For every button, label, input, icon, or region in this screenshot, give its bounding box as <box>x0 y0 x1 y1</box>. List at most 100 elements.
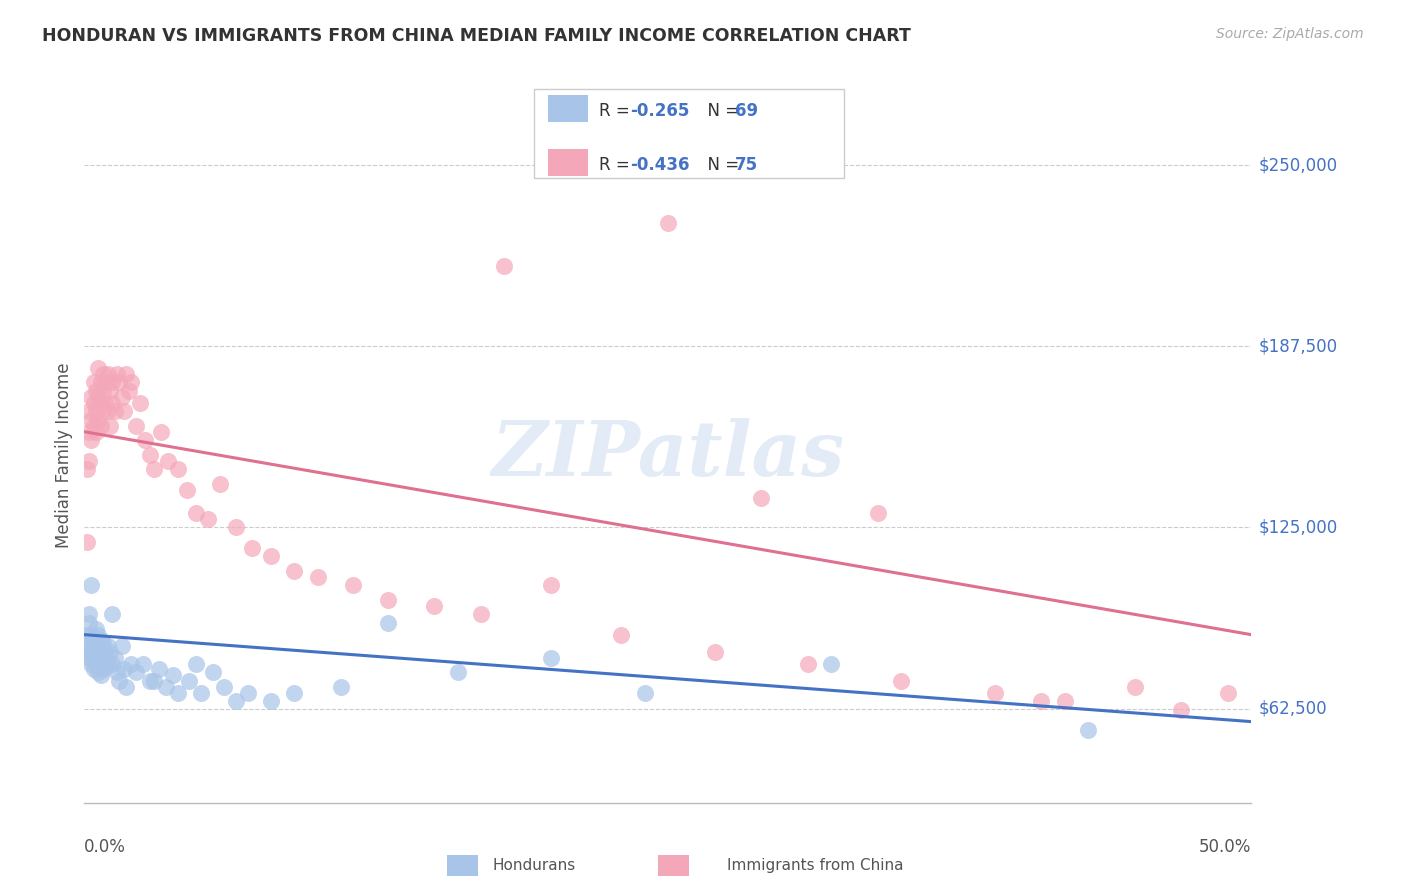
Point <box>87 390 110 404</box>
Text: ZIPatlas: ZIPatlas <box>491 418 845 491</box>
Point <box>80 639 103 653</box>
Point <box>260 549 283 564</box>
Point <box>820 657 842 671</box>
Point <box>1077 723 1099 738</box>
Text: Hondurans: Hondurans <box>492 858 576 872</box>
Point <box>983 685 1005 699</box>
Text: -0.436: -0.436 <box>630 156 689 174</box>
Point <box>143 674 166 689</box>
Point <box>115 367 138 381</box>
Point <box>307 570 329 584</box>
Point <box>83 395 105 409</box>
Point <box>166 685 188 699</box>
Point <box>98 645 121 659</box>
Point <box>83 642 105 657</box>
Point <box>148 662 170 676</box>
Point <box>83 418 105 433</box>
Point <box>494 260 516 274</box>
Point <box>105 665 128 680</box>
Point <box>101 657 124 671</box>
Point <box>633 685 655 699</box>
Point <box>1053 694 1076 708</box>
Point <box>91 367 114 381</box>
Point <box>83 654 105 668</box>
Point <box>91 404 114 418</box>
Point <box>108 376 131 390</box>
Point <box>77 607 100 622</box>
Point <box>214 680 236 694</box>
Text: R =: R = <box>599 156 636 174</box>
Point <box>115 680 138 694</box>
Point <box>90 645 112 659</box>
Point <box>470 607 492 622</box>
Point <box>97 639 120 653</box>
Point <box>112 404 135 418</box>
Text: R =: R = <box>599 103 636 120</box>
Point <box>1123 680 1146 694</box>
Point <box>138 448 160 462</box>
Point <box>80 657 103 671</box>
Point <box>1216 685 1239 699</box>
Point <box>111 390 134 404</box>
Point <box>657 216 679 230</box>
Point <box>80 413 103 427</box>
Point <box>83 376 105 390</box>
Point <box>208 476 231 491</box>
Point <box>77 651 100 665</box>
Point <box>242 541 264 555</box>
Point <box>80 645 103 659</box>
Text: -0.265: -0.265 <box>630 103 689 120</box>
Text: $62,500: $62,500 <box>1258 699 1327 717</box>
Point <box>77 615 100 630</box>
Point <box>80 578 103 592</box>
Point <box>330 680 353 694</box>
Point <box>342 578 364 592</box>
Text: $250,000: $250,000 <box>1258 156 1337 174</box>
Point <box>76 462 98 476</box>
Point <box>77 453 100 467</box>
Point <box>77 636 100 650</box>
Point <box>138 674 160 689</box>
Point <box>703 645 725 659</box>
Point <box>91 651 114 665</box>
Point <box>90 668 112 682</box>
Point <box>90 395 112 409</box>
Point <box>1170 703 1192 717</box>
Point <box>157 453 180 467</box>
Point <box>112 662 135 676</box>
Text: N =: N = <box>697 103 745 120</box>
Point <box>283 685 305 699</box>
Point <box>866 506 889 520</box>
Point <box>97 367 120 381</box>
Point <box>76 534 98 549</box>
Point <box>84 657 107 671</box>
Point <box>260 694 283 708</box>
Point <box>101 376 124 390</box>
Point <box>76 628 98 642</box>
Point <box>197 511 219 525</box>
Point <box>84 622 107 636</box>
Point <box>77 425 100 439</box>
Text: N =: N = <box>697 156 745 174</box>
Text: Source: ZipAtlas.com: Source: ZipAtlas.com <box>1216 27 1364 41</box>
Point <box>87 413 110 427</box>
Point <box>225 694 247 708</box>
Point <box>190 685 212 699</box>
Point <box>201 665 224 680</box>
Point <box>90 657 112 671</box>
Point <box>94 376 117 390</box>
Point <box>83 662 105 676</box>
Point <box>540 651 562 665</box>
Point <box>90 633 112 648</box>
Point <box>94 645 117 659</box>
Point <box>104 651 127 665</box>
Point <box>98 384 121 398</box>
Text: 75: 75 <box>735 156 758 174</box>
Point <box>111 639 134 653</box>
Point <box>225 520 247 534</box>
Text: 0.0%: 0.0% <box>84 838 127 856</box>
Point <box>108 674 131 689</box>
Point <box>84 636 107 650</box>
Point <box>90 376 112 390</box>
Point <box>101 607 124 622</box>
